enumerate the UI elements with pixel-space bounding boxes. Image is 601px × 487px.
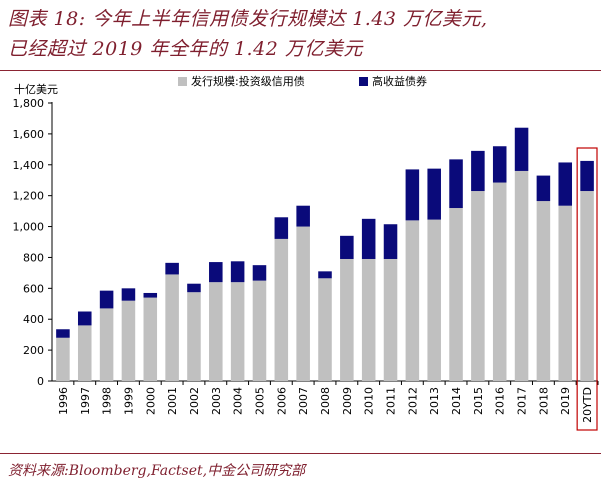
x-tick-label: 2014	[450, 387, 463, 415]
bar-investment-grade-2015	[471, 191, 485, 381]
bar-high-yield-2011	[383, 224, 398, 259]
x-tick-label: 2007	[297, 387, 310, 415]
bar-high-yield-2009	[340, 235, 354, 259]
x-tick-label: 2008	[319, 387, 332, 415]
y-unit-label: 十亿美元	[14, 82, 58, 96]
bar-investment-grade-1999	[121, 300, 136, 381]
stacked-bar-chart: 十亿美元 发行规模:投资级信用债 高收益债券 0 200 400 600 800 1,000 1,…	[13, 74, 599, 431]
bar-investment-grade-1996	[56, 337, 70, 381]
x-tick-label: 2010	[363, 387, 376, 415]
x-tick-label: 2018	[537, 387, 550, 415]
bar-investment-grade-2019	[558, 205, 573, 381]
x-tick-label: 1999	[122, 387, 135, 415]
x-tick-label: 2009	[341, 387, 354, 415]
bar-high-yield-2017	[514, 127, 529, 171]
x-tick-label: 2013	[428, 387, 441, 415]
chart-title: 图表 18: 今年上半年信用债发行规模达 1.43 万亿美元, 已经超过 201…	[8, 4, 598, 64]
x-tick-label: 2001	[166, 387, 179, 415]
x-tick-label: 2017	[516, 387, 529, 415]
bar-high-yield-2018	[536, 175, 551, 202]
bar-high-yield-2001	[165, 262, 179, 275]
x-tick-label: 2015	[472, 387, 485, 415]
bar-investment-grade-2016	[492, 182, 507, 381]
x-tick-label: 2019	[559, 387, 572, 415]
bar-investment-grade-2007	[296, 226, 310, 381]
bar-investment-grade-2003	[209, 282, 223, 381]
x-tick-label: 2005	[253, 387, 266, 415]
source-divider	[0, 453, 601, 454]
bar-high-yield-2019	[558, 162, 573, 206]
legend-label-1: 发行规模:投资级信用债	[191, 74, 305, 88]
bar-investment-grade-1997	[77, 325, 92, 381]
bar-investment-grade-1998	[99, 308, 114, 381]
bar-investment-grade-2001	[165, 274, 179, 381]
y-tick-label: 200	[23, 344, 44, 357]
bar-high-yield-2013	[427, 168, 441, 220]
bar-investment-grade-2011	[383, 258, 398, 381]
legend-swatch-2	[359, 77, 368, 86]
bar-high-yield-2002	[187, 283, 201, 293]
bar-high-yield-2015	[471, 150, 485, 192]
y-tick-label: 1,400	[13, 159, 45, 172]
y-tick-label: 800	[23, 251, 44, 264]
bar-high-yield-20YTD	[580, 160, 594, 192]
legend-swatch-1	[178, 77, 187, 86]
bar-high-yield-2005	[252, 265, 267, 281]
bar-investment-grade-2002	[187, 292, 201, 381]
bar-high-yield-1997	[77, 311, 92, 326]
title-line-1: 图表 18: 今年上半年信用债发行规模达 1.43 万亿美元,	[8, 8, 488, 30]
y-tick-label: 400	[23, 313, 44, 326]
bar-investment-grade-2010	[361, 258, 376, 381]
x-tick-label: 1996	[57, 387, 70, 415]
y-tick-label: 1,000	[13, 221, 45, 234]
bar-investment-grade-2004	[230, 282, 245, 381]
y-tick-label: 0	[37, 375, 44, 388]
bar-investment-grade-20YTD	[580, 191, 594, 381]
bar-investment-grade-2000	[143, 297, 158, 381]
y-tick-label: 600	[23, 282, 44, 295]
x-tick-label: 1998	[101, 387, 114, 415]
y-tick-label: 1,600	[13, 128, 45, 141]
bar-high-yield-2008	[318, 271, 332, 279]
x-tick-label: 2000	[144, 387, 157, 415]
bar-investment-grade-2005	[252, 280, 267, 381]
bar-high-yield-1999	[121, 288, 136, 301]
bar-high-yield-2000	[143, 292, 158, 298]
x-tick-label: 2004	[232, 387, 245, 415]
x-tick-label: 20YTD	[581, 387, 594, 423]
bar-high-yield-1996	[56, 329, 70, 338]
bar-high-yield-2012	[405, 169, 420, 221]
bar-investment-grade-2018	[536, 201, 551, 381]
x-tick-label: 2012	[406, 387, 419, 415]
bar-high-yield-1998	[99, 290, 114, 309]
y-tick-label: 1,800	[13, 97, 45, 110]
bar-high-yield-2006	[274, 217, 289, 239]
bar-investment-grade-2014	[449, 208, 463, 381]
x-tick-label: 2002	[188, 387, 201, 415]
bar-high-yield-2016	[492, 146, 507, 183]
ytd-highlight-box	[576, 147, 598, 431]
y-tick-label: 1,200	[13, 190, 45, 203]
x-tick-label: 1997	[79, 387, 92, 415]
x-tick-label: 2016	[494, 387, 507, 415]
bar-high-yield-2007	[296, 205, 310, 227]
bar-high-yield-2004	[230, 261, 245, 283]
bar-high-yield-2014	[449, 159, 463, 209]
bar-investment-grade-2012	[405, 220, 420, 381]
bar-investment-grade-2006	[274, 238, 289, 381]
bar-high-yield-2003	[209, 262, 223, 283]
legend-label-2: 高收益债券	[372, 74, 427, 88]
bar-high-yield-2010	[361, 218, 376, 259]
bar-investment-grade-2009	[340, 258, 354, 381]
x-tick-label: 2006	[275, 387, 288, 415]
bar-investment-grade-2008	[318, 278, 332, 381]
title-line-2: 已经超过 2019 年全年的 1.42 万亿美元	[8, 38, 363, 60]
source-note: 资料来源:Bloomberg,Factset,中金公司研究部	[8, 463, 306, 479]
bar-investment-grade-2017	[514, 170, 529, 381]
title-divider	[0, 70, 601, 71]
x-tick-label: 2003	[210, 387, 223, 415]
bar-investment-grade-2013	[427, 219, 441, 381]
x-tick-label: 2011	[385, 387, 398, 415]
